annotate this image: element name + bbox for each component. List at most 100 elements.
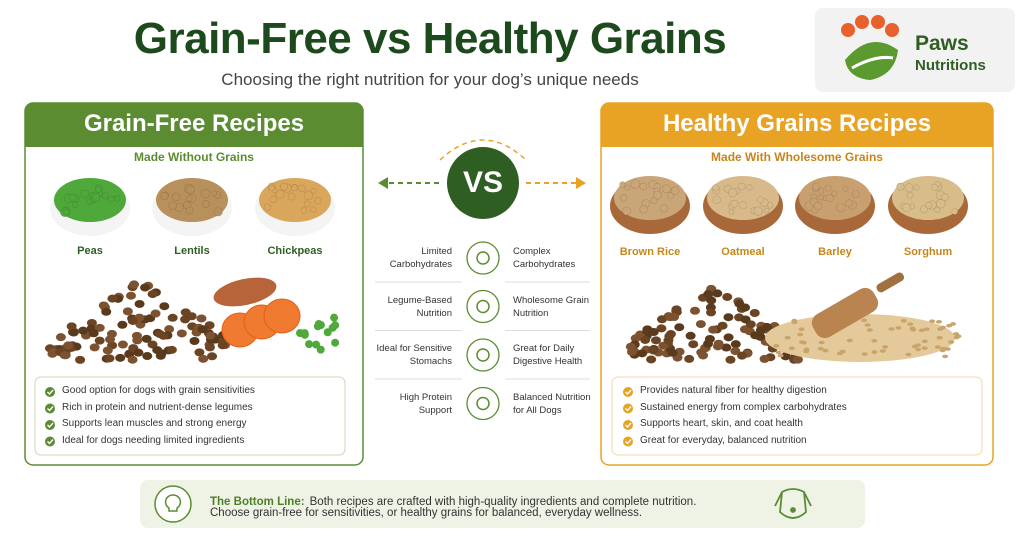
benefit: Provides natural fiber for healthy diges…	[640, 385, 827, 396]
grain	[935, 319, 942, 324]
grain	[822, 348, 829, 353]
left-benefits-box	[34, 376, 346, 456]
grain	[936, 335, 943, 340]
kibble	[204, 321, 215, 330]
grain	[287, 192, 296, 201]
pea	[328, 323, 337, 332]
comparison-icon-inner	[476, 299, 490, 314]
kibble	[651, 336, 662, 345]
pea	[305, 340, 314, 349]
check-icon	[623, 420, 633, 430]
grain	[941, 193, 949, 202]
kibble	[708, 325, 719, 334]
vs-circle	[447, 147, 519, 219]
grain	[303, 190, 314, 201]
grain	[953, 335, 960, 340]
grain	[818, 340, 825, 345]
kibble	[792, 355, 803, 364]
grain	[934, 345, 941, 349]
kibble	[759, 354, 770, 363]
kibble	[640, 335, 651, 344]
grain	[921, 346, 928, 350]
grain	[619, 194, 628, 202]
kibble	[117, 340, 128, 349]
grain	[712, 195, 721, 204]
kibble	[142, 352, 153, 361]
kibble	[86, 318, 97, 327]
grain	[951, 208, 959, 215]
kibble	[740, 315, 751, 324]
benefit: Rich in protein and nutrient-dense legum…	[62, 401, 253, 413]
grain	[948, 340, 955, 344]
grain	[737, 182, 746, 191]
check-mark	[47, 406, 54, 412]
grain	[659, 204, 668, 213]
grain	[300, 207, 308, 214]
grain	[817, 187, 825, 194]
kibble	[780, 352, 791, 361]
grain	[171, 192, 181, 202]
grain	[882, 345, 889, 349]
scoop-handle	[876, 272, 905, 293]
grain	[900, 319, 907, 323]
grain	[812, 182, 821, 191]
left-subtitle: Made Without Grains	[134, 150, 254, 164]
kibble	[158, 331, 169, 340]
grain	[773, 343, 780, 348]
kibble	[127, 316, 138, 325]
logo-subname: Nutritions	[915, 57, 986, 74]
check-mark	[625, 439, 632, 445]
kibble	[125, 291, 136, 300]
sweet-potato	[213, 277, 277, 307]
ingredient-label: Brown Rice	[619, 246, 681, 258]
kibble	[734, 299, 745, 308]
grain	[653, 190, 662, 200]
grain	[200, 188, 210, 199]
ingredient-label: Oatmeal	[721, 246, 765, 258]
grain	[915, 343, 922, 347]
grain	[168, 201, 177, 210]
grain	[836, 202, 846, 213]
check-icon	[623, 387, 633, 397]
kibble	[721, 343, 732, 352]
ingredient-label: Lentils	[174, 245, 210, 257]
kibble	[167, 313, 178, 322]
grain	[777, 353, 784, 358]
kibble	[205, 331, 216, 340]
grain	[851, 189, 860, 199]
kibble	[712, 289, 723, 298]
grain	[712, 184, 720, 192]
comparison-icon	[466, 338, 500, 372]
check-icon	[45, 403, 55, 414]
check-mark	[625, 422, 632, 429]
check-icon	[45, 436, 55, 447]
grain	[269, 195, 277, 204]
grain	[905, 352, 912, 357]
kibble	[133, 348, 144, 357]
kibble	[105, 335, 116, 344]
subtitle: Choosing the right nutrition for your do…	[221, 70, 639, 89]
kibble	[122, 307, 133, 316]
grain	[667, 192, 675, 200]
comparison-icon	[466, 289, 500, 324]
bottom-line-1: The Bottom Line: Both recipes are crafte…	[210, 490, 696, 509]
kibble	[115, 353, 126, 362]
kibble	[147, 290, 158, 299]
grain	[108, 195, 115, 203]
kibble	[159, 302, 170, 311]
check-mark	[625, 389, 632, 396]
benefit: Supports heart, skin, and coat health	[640, 418, 803, 429]
grain	[211, 190, 218, 197]
grain	[902, 203, 912, 213]
grain	[846, 338, 853, 343]
grain	[844, 199, 853, 208]
kibble	[129, 280, 140, 289]
comparison-icon-inner	[476, 396, 490, 411]
comparison-decor	[375, 241, 590, 421]
kibble	[730, 347, 741, 356]
bottom-label: The Bottom Line:	[210, 496, 305, 508]
grain	[864, 323, 871, 327]
grain	[842, 186, 849, 192]
kibble	[176, 329, 187, 338]
